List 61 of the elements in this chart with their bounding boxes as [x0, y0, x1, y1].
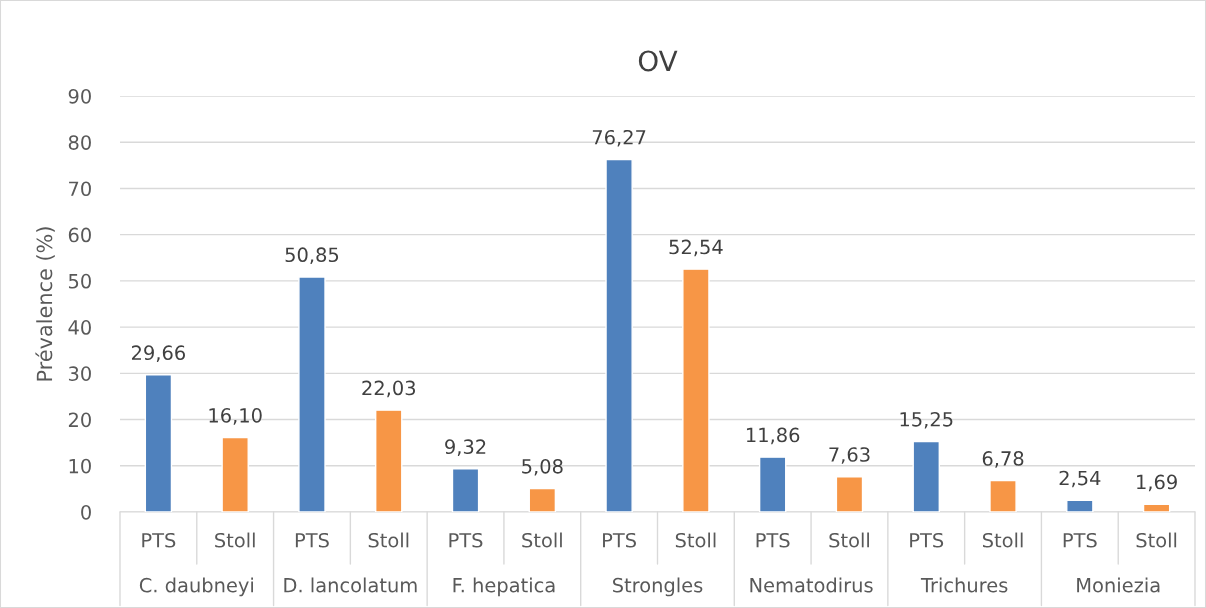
- data-label: 2,54: [1059, 470, 1101, 488]
- text: Stoll: [215, 532, 255, 548]
- data-label: 52,54: [669, 239, 723, 257]
- bar: [451, 468, 480, 512]
- text: PTS: [295, 532, 329, 548]
- chart-title: OV: [638, 50, 678, 72]
- bar: [1142, 503, 1171, 512]
- text: Stoll: [829, 532, 869, 548]
- text: PTS: [449, 532, 483, 548]
- text: PTS: [756, 532, 790, 548]
- text: PTS: [603, 532, 636, 548]
- x-tick-label: D. lancolatum: [284, 577, 417, 593]
- bar: [758, 456, 787, 512]
- bar: [912, 440, 940, 512]
- y-tick-label: 40: [68, 320, 91, 335]
- series-label: PTS: [142, 532, 176, 548]
- bar: [528, 487, 557, 512]
- y-tick-label: 20: [68, 412, 91, 428]
- bar: [1066, 499, 1094, 512]
- bar: [605, 158, 633, 512]
- x-tick-label: C. daubneyi: [139, 577, 253, 597]
- y-tick-label: 50: [68, 273, 91, 289]
- bar: [682, 268, 710, 512]
- x-tick-label: F. hepatica: [453, 577, 555, 597]
- text: PTS: [1063, 532, 1097, 548]
- bar: [835, 476, 864, 512]
- text: Stoll: [522, 532, 562, 548]
- y-tick-label: 60: [68, 227, 91, 243]
- text: Stoll: [1136, 532, 1177, 548]
- data-label: 6,78: [982, 451, 1024, 468]
- text: PTS: [910, 532, 944, 548]
- bar: [298, 276, 326, 512]
- y-tick-label: 0: [81, 504, 91, 520]
- y-tick-label: 90: [68, 88, 91, 104]
- x-tick-label: Trichures: [920, 577, 1008, 593]
- y-tick-label: 70: [69, 181, 91, 197]
- data-label: 1,69: [1137, 474, 1177, 492]
- x-tick-label: Moniezia: [1077, 577, 1160, 593]
- y-tick-label: 30: [68, 366, 91, 381]
- bar: [375, 409, 403, 512]
- text: Stoll: [982, 532, 1023, 548]
- data-label: 50,85: [285, 247, 339, 265]
- series-label: Stoll: [675, 532, 716, 548]
- data-label: 9,32: [445, 439, 486, 457]
- text: Stoll: [368, 532, 409, 548]
- data-label: 29,66: [131, 345, 185, 363]
- data-label: 15,25: [900, 411, 953, 429]
- data-label: 22,03: [362, 380, 416, 398]
- y-axis-title: Prévalence (%): [35, 227, 55, 381]
- bar: [144, 374, 173, 512]
- y-tick-label: 10: [69, 458, 91, 474]
- data-label: 7,63: [829, 447, 870, 464]
- x-tick-label: Nematodirus: [750, 577, 873, 593]
- data-label: 16,10: [209, 408, 262, 425]
- data-label: 11,86: [746, 427, 800, 445]
- data-label: 5,08: [522, 458, 563, 476]
- x-tick-label: Strongles: [612, 577, 703, 597]
- bar: [221, 436, 249, 512]
- y-tick-label: 80: [68, 135, 91, 150]
- bar: [989, 479, 1017, 512]
- data-label: 76,27: [592, 129, 646, 147]
